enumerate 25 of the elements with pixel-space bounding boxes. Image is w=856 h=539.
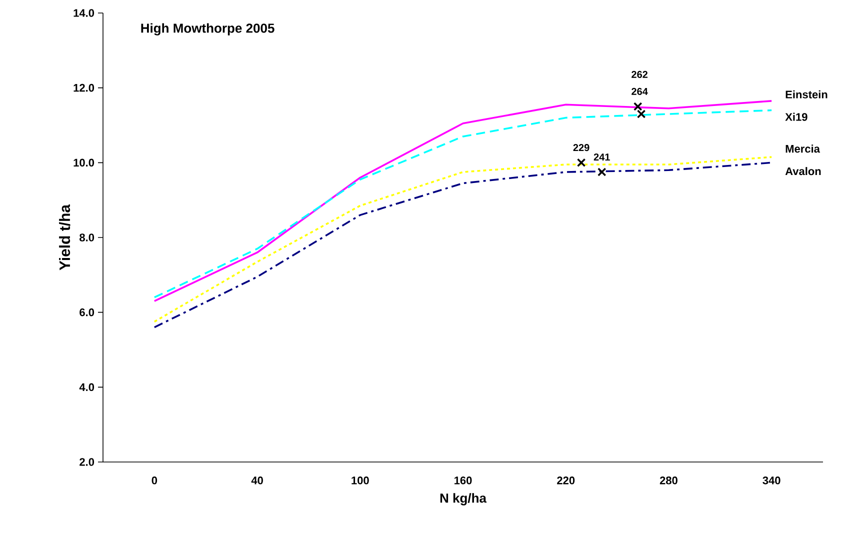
annotation: 241 [594, 154, 610, 160]
y-tick-label: 14.0 [74, 9, 94, 17]
y-axis-title: Yield t/ha [59, 204, 70, 270]
series-label: Einstein [786, 90, 828, 98]
x-tick-label: 160 [454, 476, 472, 484]
x-tick-label: 280 [660, 476, 678, 484]
y-tick-label: 8.0 [80, 234, 94, 242]
y-tick-label: 4.0 [79, 383, 94, 392]
x-tick-label: 220 [557, 476, 575, 484]
series-label: Xi19 [785, 112, 808, 121]
y-tick-label: 6.0 [80, 308, 94, 316]
annotation: 262 [632, 70, 648, 78]
series-label: Mercia [786, 144, 820, 153]
y-tick-label: 12.0 [74, 84, 94, 92]
series-label: Avalon [785, 167, 821, 176]
annotation: 229 [573, 144, 590, 152]
text: High Mowthorpe 2005 [141, 23, 274, 36]
annotation: 264 [632, 88, 648, 96]
y-tick-label: 2.0 [80, 458, 94, 466]
y-tick-label: 10.0 [74, 158, 94, 167]
x-tick-label: 340 [762, 476, 780, 484]
x-tick-label: 0 [152, 476, 158, 484]
x-axis-title: N kg/ha [440, 493, 487, 506]
x-tick-label: 100 [352, 476, 369, 484]
x-tick-label: 40 [251, 476, 263, 484]
